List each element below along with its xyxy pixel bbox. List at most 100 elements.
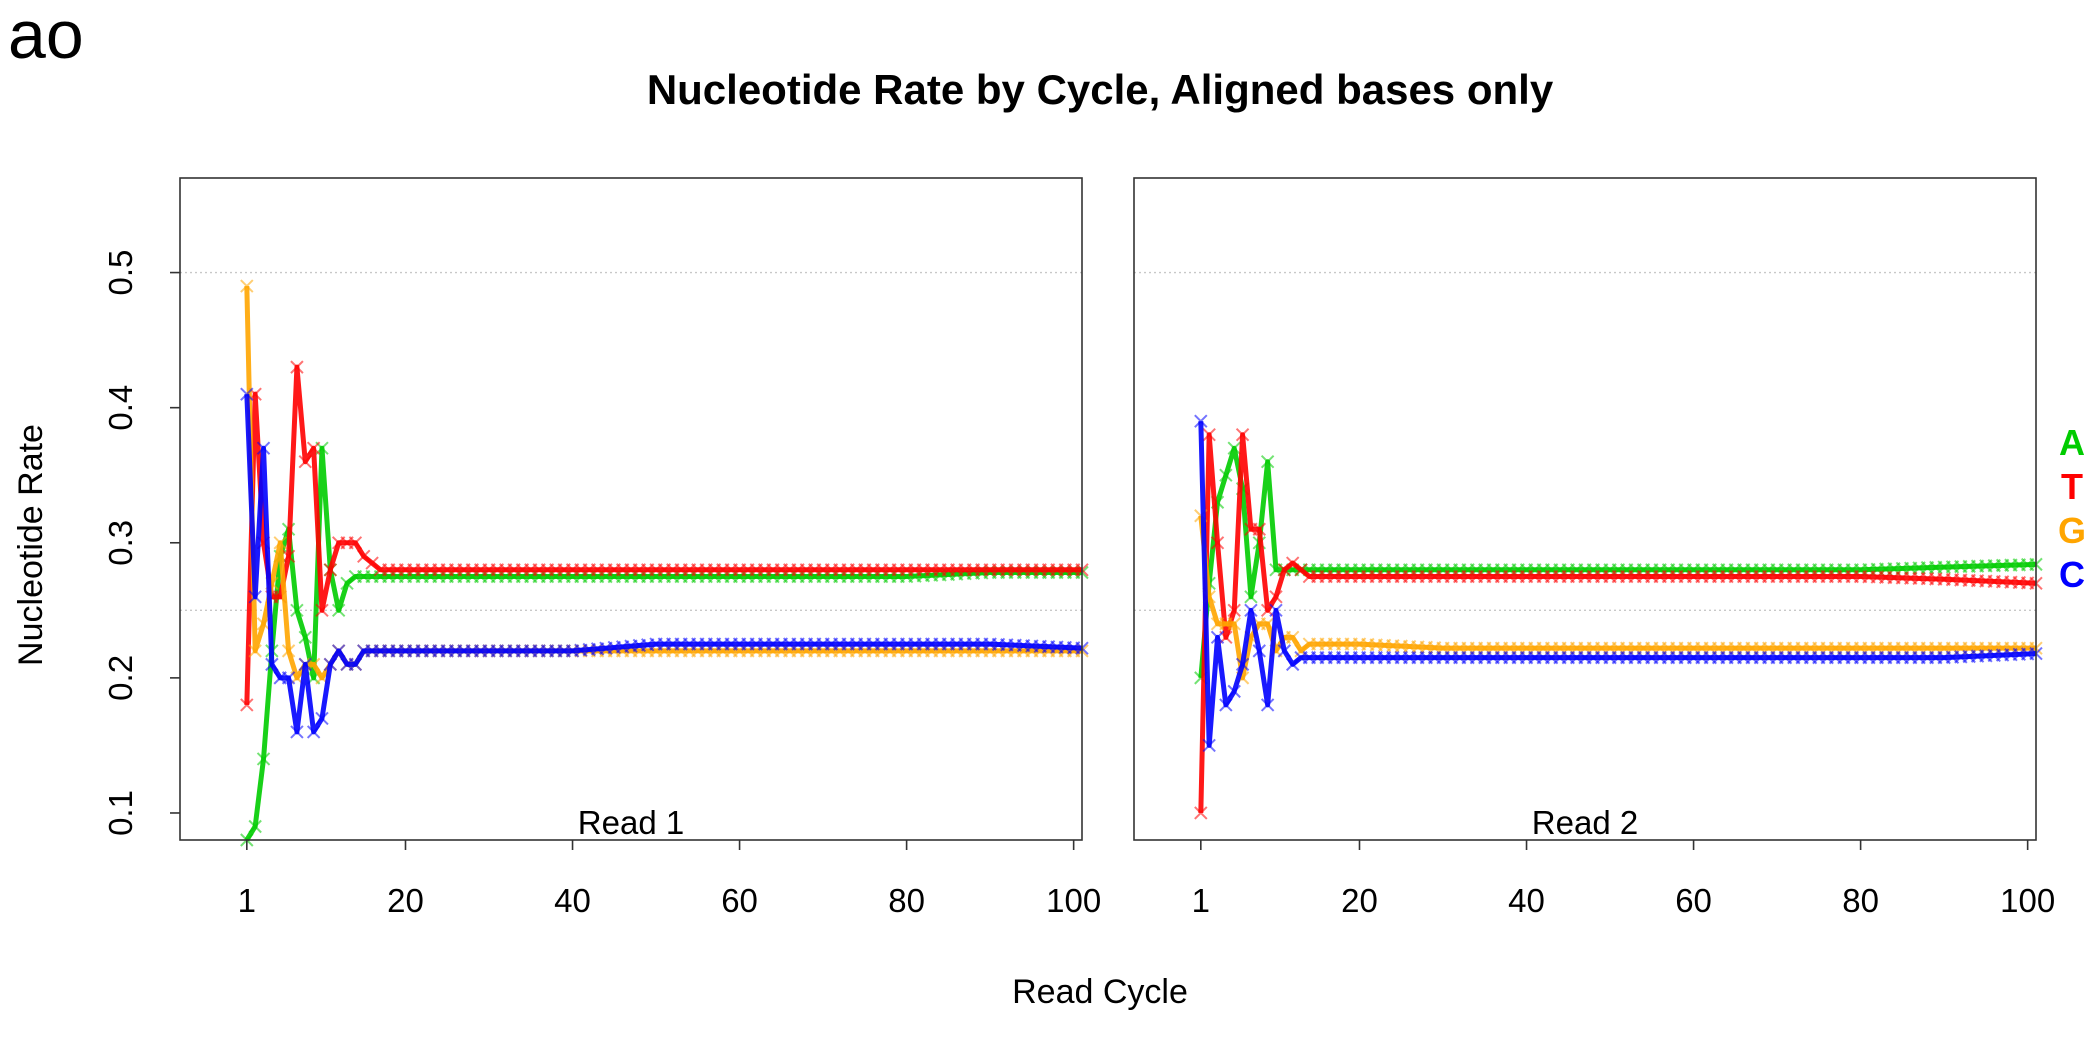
series-g [240,279,1089,685]
facet-label: Read 1 [578,804,684,841]
data-point [1269,603,1283,618]
series-c [240,387,1089,739]
series-t [1194,427,2043,820]
data-point [1202,738,1216,753]
panel-read-2: Read 2 1 20 40 60 80 100 [1133,177,2055,919]
x-tick-label: 40 [1508,882,1545,919]
y-tick-label: 0.5 [102,250,139,296]
x-tick-label: 1 [1192,882,1210,919]
legend-item-g: G [2058,510,2086,551]
y-axis-label: Nucleotide Rate [12,424,50,666]
series-line-g [1198,515,2036,681]
data-point [256,752,271,766]
y-tick-label: 0.4 [102,385,139,431]
y-tick-label: 0.1 [102,790,139,836]
data-point [365,556,379,570]
data-point [1202,427,1216,442]
data-point [1244,590,1258,604]
data-point [1219,468,1233,482]
data-point [323,657,338,672]
data-point [1244,603,1258,618]
data-point [240,698,254,712]
data-point [1235,657,1250,672]
data-point [256,617,271,631]
data-point [331,603,346,618]
data-point [1210,536,1225,550]
x-tick-label: 20 [1341,882,1378,919]
legend-item-t: T [2061,466,2083,507]
y-tick-label: 0.2 [102,655,139,701]
data-point [340,576,354,591]
data-point [248,819,262,834]
data-point [290,360,304,374]
data-point [323,563,338,577]
x-tick-label: 100 [1046,882,1101,919]
legend-item-c: C [2059,554,2085,595]
data-point [348,536,363,550]
data-point [1219,698,1233,712]
x-tick-label: 100 [2000,882,2055,919]
data-point [1210,630,1225,645]
x-tick-label: 60 [721,882,758,919]
series-line-t [1198,432,2037,814]
data-point [298,630,312,645]
data-point [331,644,346,658]
data-point [1194,806,1208,820]
data-point [1285,556,1300,570]
data-point [281,644,296,658]
data-point [1277,563,1292,577]
data-point [248,644,262,658]
data-point [281,549,296,563]
series-t [240,360,1089,712]
panel-tag: ao [8,0,84,73]
data-point [315,603,329,618]
data-point [1285,657,1300,672]
data-point [306,441,321,455]
chart-title: Nucleotide Rate by Cycle, Aligned bases … [647,66,1554,113]
data-point [1194,414,1208,428]
data-point [256,441,271,455]
x-tick-label: 60 [1675,882,1712,919]
series-c [1194,414,2043,753]
panel-read-1: Read 1 1 20 40 60 80 100 [179,177,1101,919]
x-tick-label: 20 [387,882,424,919]
y-tick-label: 0.3 [102,520,139,566]
data-point [1260,698,1275,712]
data-point [1294,563,1308,577]
series-line-c [1198,421,2037,748]
data-point [315,711,329,726]
data-point [1227,441,1241,455]
x-tick-label: 80 [888,882,925,919]
y-axis: 0.1 0.2 0.3 0.4 0.5 [102,250,180,836]
data-point [1269,590,1283,604]
facet-label: Read 2 [1532,804,1638,841]
data-point [281,671,296,685]
data-point [1227,603,1241,618]
data-point [1252,644,1266,658]
x-tick-label: 80 [1842,882,1879,919]
x-tick-label: 1 [238,882,256,919]
data-point [357,549,371,563]
data-point [240,387,254,401]
data-point [348,657,363,672]
data-point [1260,455,1275,469]
data-point [306,725,321,739]
data-point [1285,630,1300,645]
data-point [1252,522,1266,536]
data-point [290,603,304,618]
data-point [298,455,312,469]
data-point [1235,427,1250,442]
data-point [1227,617,1241,631]
data-point [265,657,279,672]
data-point [1260,617,1275,631]
legend: A T G C [2058,422,2086,595]
data-point [1277,644,1292,658]
data-point [290,725,304,739]
plot-frame [179,177,1083,841]
series-line-t [244,364,1082,705]
x-axis-label: Read Cycle [1012,973,1188,1011]
legend-item-a: A [2059,422,2085,463]
data-point [240,279,254,293]
series-line-g [244,286,1082,681]
